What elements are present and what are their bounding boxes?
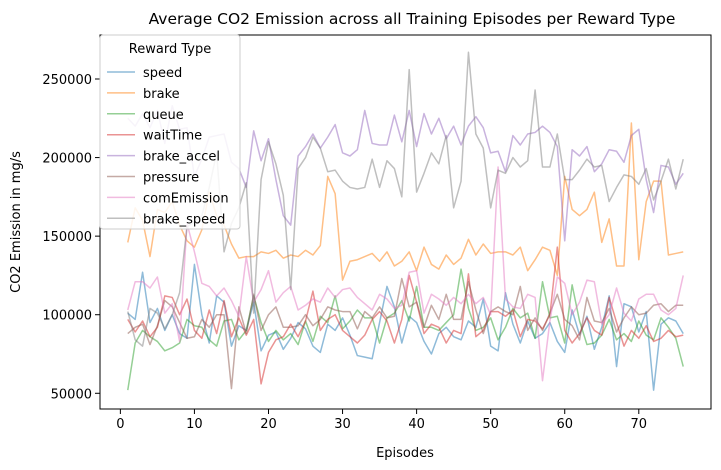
y-axis-label: CO2 Emission in mg/s [9, 151, 24, 293]
legend-label: queue [143, 108, 184, 123]
legend-label: waitTime [143, 129, 202, 144]
y-tick-label: 100000 [42, 309, 92, 324]
x-tick-label: 70 [631, 417, 648, 432]
legend-label: brake [143, 87, 180, 102]
y-tick-label: 250000 [42, 73, 92, 88]
y-tick-label: 200000 [42, 152, 92, 167]
legend-box [99, 34, 241, 230]
legend-entry-pressure: pressure [107, 171, 199, 186]
legend-entry-brake_speed: brake_speed [107, 212, 225, 227]
legend-title: Reward Type [129, 42, 211, 57]
legend-entry-comEmission: comEmission [107, 191, 229, 206]
x-axis-label: Episodes [376, 446, 434, 461]
y-tick-label: 50000 [51, 387, 92, 402]
y-tick-label: 150000 [42, 230, 92, 245]
x-tick-label: 10 [186, 417, 203, 432]
series-line-speed [127, 263, 684, 391]
legend-entry-brake: brake [107, 87, 180, 102]
legend-entry-speed: speed [107, 66, 182, 81]
series-line-comEmission [127, 166, 684, 382]
ticks-layer: 0 10 20 30 40 50 60 70 50000 100000 150000 200000 25… [42, 73, 647, 432]
x-tick-label: 60 [556, 417, 573, 432]
chart-title: Average CO2 Emission across all Training… [149, 10, 676, 28]
x-tick-label: 40 [408, 417, 425, 432]
series-line-queue [127, 268, 684, 391]
legend-label: brake_accel [143, 150, 220, 165]
legend-entry-waitTime: waitTime [107, 129, 202, 144]
legend-entry-brake_accel: brake_accel [107, 150, 220, 165]
legend-label: pressure [143, 171, 199, 186]
x-tick-label: 20 [260, 417, 277, 432]
legend-label: brake_speed [143, 212, 225, 227]
legend-items: speed brake queue waitTime brake_accelpressu… [107, 66, 229, 227]
legend: Reward Type speed brake queue waitTime brake… [99, 34, 241, 230]
series-line-pressure [127, 277, 684, 390]
x-tick-label: 30 [334, 417, 351, 432]
legend-label: speed [143, 66, 182, 81]
series-line-waitTime [127, 246, 684, 385]
x-tick-label: 50 [482, 417, 499, 432]
legend-entry-queue: queue [107, 108, 184, 123]
legend-label: comEmission [143, 191, 229, 206]
x-tick-label: 0 [116, 417, 124, 432]
